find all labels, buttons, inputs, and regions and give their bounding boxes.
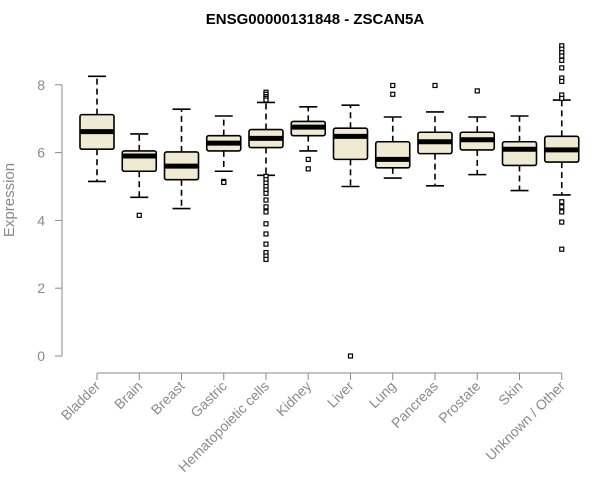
outlier-point <box>559 209 565 215</box>
outlier-point <box>136 212 142 218</box>
outlier-point <box>559 57 565 63</box>
box-group <box>121 133 158 218</box>
y-tick-label: 0 <box>37 348 45 364</box>
outlier-point <box>559 78 565 85</box>
chart-title: ENSG00000131848 - ZSCAN5A <box>206 11 425 28</box>
x-tick-label: Brain <box>111 378 145 412</box>
y-tick-label: 2 <box>37 280 45 296</box>
box-group <box>417 82 453 187</box>
outlier-point <box>263 221 269 227</box>
outlier-point <box>474 88 480 94</box>
x-tick-label: Skin <box>495 378 526 409</box>
outlier-point <box>559 199 565 205</box>
x-tick-label: Prostate <box>435 378 483 426</box>
outlier-point <box>390 91 396 97</box>
outlier-point <box>305 156 311 162</box>
box-group <box>248 89 284 262</box>
outlier-point <box>559 219 565 225</box>
outlier-point <box>559 95 565 101</box>
box-group <box>459 88 496 176</box>
box-group <box>543 43 580 252</box>
outlier-point <box>347 353 354 359</box>
outlier-point <box>305 166 311 172</box>
x-tick-label: Pancreas <box>388 378 441 431</box>
outlier-point <box>263 97 269 103</box>
x-tick-label: Bladder <box>58 378 104 424</box>
outlier-point <box>221 179 227 186</box>
outlier-point <box>559 53 565 59</box>
x-tick-label: Breast <box>148 378 188 418</box>
outlier-point <box>263 241 269 247</box>
boxes <box>79 43 580 359</box>
y-axis: 0 2 4 6 8 <box>37 77 63 364</box>
outlier-point <box>559 246 565 252</box>
x-tick-label: Kidney <box>273 378 315 420</box>
outlier-point <box>263 231 269 237</box>
outlier-point <box>263 197 269 203</box>
outlier-point <box>263 256 269 262</box>
box-group <box>163 108 200 210</box>
y-tick-label: 8 <box>37 77 45 93</box>
iqr-box <box>332 127 369 161</box>
box-group <box>290 106 327 172</box>
x-tick-label: Unknown / Other <box>482 378 568 464</box>
x-tick-label: Lung <box>366 378 399 411</box>
y-tick-label: 6 <box>37 145 45 161</box>
box-group <box>374 82 411 179</box>
iqr-box <box>374 140 411 169</box>
y-axis-label: Expression <box>1 163 18 237</box>
outlier-point <box>559 65 565 71</box>
outlier-point <box>263 209 269 215</box>
iqr-box <box>501 140 538 167</box>
box-group <box>501 115 538 192</box>
outlier-point <box>432 82 438 89</box>
box-group <box>79 75 115 183</box>
x-tick-label: Liver <box>324 378 357 411</box>
box-group <box>332 104 369 359</box>
outlier-point <box>263 190 269 196</box>
outlier-point <box>559 204 565 210</box>
outlier-point <box>390 82 396 89</box>
y-tick-label: 4 <box>37 212 45 228</box>
outlier-point <box>263 204 269 210</box>
box-group <box>205 115 242 186</box>
